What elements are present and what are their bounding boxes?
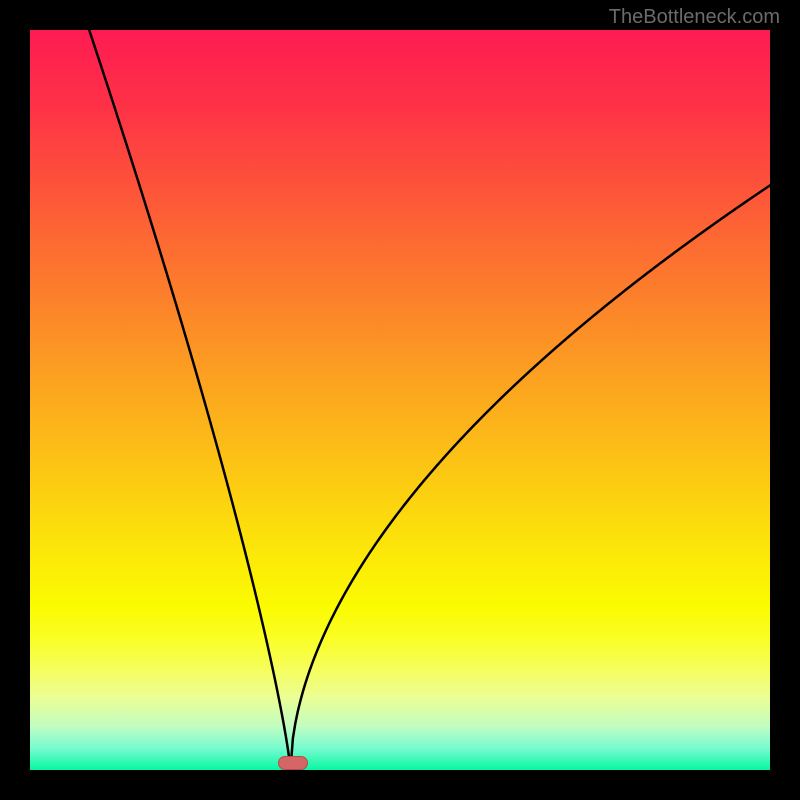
- curve-path: [89, 30, 770, 770]
- optimum-marker: [278, 756, 308, 770]
- bottleneck-curve: [30, 30, 770, 770]
- plot-area: [30, 30, 770, 770]
- watermark-text: TheBottleneck.com: [609, 6, 780, 29]
- chart-frame: TheBottleneck.com: [0, 0, 800, 800]
